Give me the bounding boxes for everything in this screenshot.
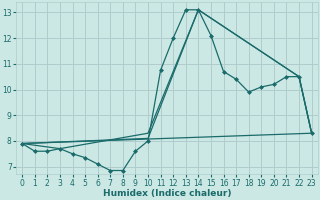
X-axis label: Humidex (Indice chaleur): Humidex (Indice chaleur) xyxy=(103,189,231,198)
